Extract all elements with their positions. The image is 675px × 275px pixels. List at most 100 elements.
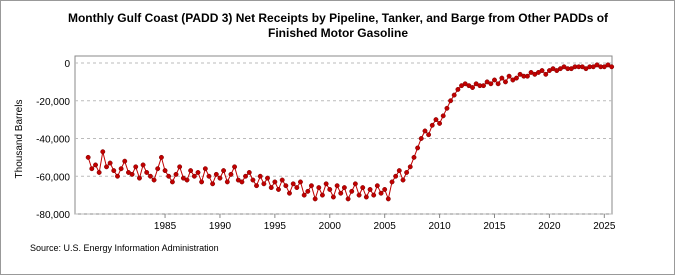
x-tick-label: 2010 bbox=[428, 221, 451, 232]
data-point bbox=[349, 188, 355, 194]
x-tick-label: 1985 bbox=[154, 221, 177, 232]
data-point bbox=[301, 192, 307, 198]
data-point bbox=[440, 113, 446, 119]
y-axis-label: Thousand Barrels bbox=[14, 100, 25, 179]
data-point bbox=[100, 149, 106, 155]
data-point bbox=[276, 187, 281, 192]
data-point bbox=[224, 179, 230, 185]
data-point bbox=[492, 77, 497, 83]
y-tick-label: -60,000 bbox=[36, 172, 70, 183]
data-point bbox=[93, 162, 98, 168]
data-point bbox=[404, 170, 410, 175]
data-point bbox=[422, 128, 428, 134]
x-tick-label: 2000 bbox=[319, 221, 342, 232]
data-point bbox=[503, 79, 508, 85]
data-point bbox=[371, 192, 377, 198]
y-tick-label: -40,000 bbox=[36, 135, 70, 146]
data-point bbox=[290, 181, 296, 187]
data-point bbox=[437, 120, 443, 126]
data-point bbox=[111, 168, 117, 174]
data-point bbox=[294, 185, 300, 191]
data-point bbox=[162, 168, 168, 174]
data-point bbox=[199, 179, 205, 185]
data-point bbox=[356, 192, 362, 198]
data-point bbox=[155, 166, 161, 172]
data-point bbox=[210, 181, 216, 187]
data-point bbox=[378, 190, 384, 196]
data-point bbox=[173, 171, 179, 177]
data-point bbox=[298, 179, 303, 185]
x-tick-label: 2005 bbox=[374, 221, 397, 232]
data-point bbox=[257, 173, 263, 179]
data-point bbox=[499, 75, 505, 81]
data-point bbox=[272, 179, 278, 185]
data-point bbox=[133, 164, 139, 170]
data-point bbox=[524, 73, 530, 79]
data-point bbox=[283, 183, 289, 189]
data-point bbox=[444, 105, 450, 111]
x-tick-label: 2020 bbox=[538, 221, 561, 232]
data-point bbox=[338, 190, 344, 196]
data-point bbox=[514, 75, 519, 81]
data-point bbox=[144, 170, 150, 175]
data-point bbox=[367, 187, 373, 192]
x-tick-label: 2015 bbox=[483, 221, 506, 232]
data-point bbox=[104, 164, 109, 170]
data-point bbox=[426, 132, 432, 138]
data-point bbox=[389, 179, 395, 185]
data-point bbox=[85, 154, 91, 160]
data-point bbox=[96, 170, 102, 175]
y-tick-label: -20,000 bbox=[36, 97, 70, 108]
data-point bbox=[433, 117, 439, 123]
data-point bbox=[158, 154, 164, 160]
data-point bbox=[319, 192, 325, 198]
data-point bbox=[261, 181, 267, 187]
data-point bbox=[470, 85, 475, 90]
data-point bbox=[418, 136, 424, 141]
data-point bbox=[609, 64, 615, 70]
data-point bbox=[411, 154, 417, 160]
data-point bbox=[327, 187, 333, 192]
data-point bbox=[543, 71, 549, 77]
data-point bbox=[118, 166, 124, 172]
data-point bbox=[374, 183, 380, 189]
x-tick-label: 1995 bbox=[264, 221, 287, 232]
data-point bbox=[129, 171, 135, 177]
data-point bbox=[202, 166, 208, 172]
data-point bbox=[254, 183, 259, 189]
data-point bbox=[287, 190, 292, 196]
data-point bbox=[312, 196, 318, 202]
data-point bbox=[341, 185, 347, 191]
data-point bbox=[115, 173, 120, 179]
data-point bbox=[89, 166, 95, 172]
data-point bbox=[352, 181, 358, 187]
y-tick-label: -80,000 bbox=[36, 210, 70, 221]
chart-title: Monthly Gulf Coast (PADD 3) Net Receipts… bbox=[68, 11, 609, 25]
data-point bbox=[455, 86, 461, 92]
data-point bbox=[107, 160, 113, 166]
data-point bbox=[393, 173, 399, 179]
data-point bbox=[221, 168, 227, 174]
data-point bbox=[308, 183, 314, 189]
x-tick-label: 1990 bbox=[209, 221, 232, 232]
data-point bbox=[506, 73, 512, 79]
data-point bbox=[323, 181, 329, 187]
data-point bbox=[169, 179, 175, 185]
data-point bbox=[232, 164, 238, 170]
y-tick-label: 0 bbox=[64, 59, 70, 70]
data-point bbox=[345, 196, 351, 202]
data-point bbox=[495, 81, 501, 87]
chart-subtitle: Finished Motor Gasoline bbox=[268, 26, 408, 40]
data-point bbox=[243, 173, 248, 179]
data-point bbox=[268, 185, 274, 191]
data-point bbox=[151, 177, 157, 183]
data-point bbox=[250, 177, 256, 183]
data-point bbox=[448, 98, 454, 104]
data-point bbox=[481, 83, 486, 89]
data-point bbox=[396, 168, 402, 174]
data-point bbox=[191, 173, 197, 179]
data-point bbox=[407, 164, 413, 170]
data-point bbox=[188, 168, 194, 174]
